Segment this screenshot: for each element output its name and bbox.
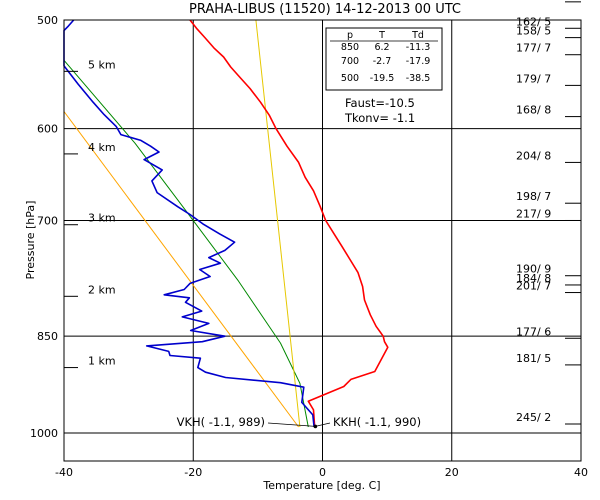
vkh-label: VKH( -1.1, 989) xyxy=(177,415,265,429)
wind-label: 198/ 7 xyxy=(516,190,551,203)
table-cell: -2.7 xyxy=(373,56,392,67)
height-label: 5 km xyxy=(88,58,116,71)
table-header: p xyxy=(347,30,353,41)
table-header: Td xyxy=(411,30,424,41)
table-cell: 500 xyxy=(341,73,359,84)
chart-title: PRAHA-LIBUS (11520) 14-12-2013 00 UTC xyxy=(189,2,461,17)
y-tick-label: 500 xyxy=(37,14,58,27)
wind-label: 181/ 5 xyxy=(516,352,551,365)
temperature-line xyxy=(189,19,389,428)
table-cell: -19.5 xyxy=(370,73,395,84)
y-tick-label: 1000 xyxy=(30,427,58,440)
wind-label: 201/ 6 xyxy=(516,0,551,2)
wind-label: 190/ 9 xyxy=(516,263,551,276)
table-cell: -17.9 xyxy=(406,56,431,67)
wind-label: 177/ 6 xyxy=(516,325,551,338)
x-tick-label: 40 xyxy=(574,466,588,479)
kkh-label: KKH( -1.1, 990) xyxy=(333,415,421,429)
tkonv-index: Tkonv= -1.1 xyxy=(344,111,415,125)
level-table: p T Td 850 6.2 -11.3 700 -2.7 -17.9 500 -19.5 -38.5 xyxy=(325,27,443,91)
wind-label: 217/ 9 xyxy=(516,207,551,220)
height-label: 4 km xyxy=(88,141,116,154)
x-axis-label: Temperature [deg. C] xyxy=(262,479,380,492)
x-tick-label: 0 xyxy=(319,466,326,479)
kkh-leader xyxy=(315,422,331,427)
wind-label: 179/ 7 xyxy=(516,72,551,85)
level-table-box xyxy=(325,27,443,91)
x-tick-label: -20 xyxy=(184,466,202,479)
x-tick-labels: -40 -20 0 20 40 xyxy=(55,466,588,479)
condensation-marker xyxy=(313,424,318,429)
y-tick-label: 850 xyxy=(37,330,58,343)
table-cell: 850 xyxy=(341,42,359,53)
wind-label: 162/ 5 xyxy=(516,15,551,28)
guide-lines xyxy=(63,19,309,428)
dewpoint-line xyxy=(63,19,315,428)
profile-lines xyxy=(63,19,389,428)
vkh-leader xyxy=(267,422,316,427)
wind-label: 184/ 8 xyxy=(516,272,551,285)
wind-label: 245/ 2 xyxy=(516,411,551,424)
y-tick-label: 700 xyxy=(37,214,58,227)
table-cell: 700 xyxy=(341,56,359,67)
faust-index: Faust=-10.5 xyxy=(345,96,415,110)
y-tick-labels: 500 600 700 850 1000 xyxy=(30,14,58,440)
height-labels: 5 km 4 km 3 km 2 km 1 km xyxy=(64,58,116,369)
wind-label: 201/ 7 xyxy=(516,280,551,293)
wind-label: 158/ 5 xyxy=(516,25,551,38)
mixing-ratio-line xyxy=(255,19,301,428)
height-label: 1 km xyxy=(88,355,116,368)
wind-label: 204/ 8 xyxy=(516,149,551,162)
x-tick-label: 20 xyxy=(445,466,459,479)
table-cell: 6.2 xyxy=(374,42,389,53)
annotations: VKH( -1.1, 989) KKH( -1.1, 990) xyxy=(177,415,421,429)
y-axis-label: Pressure [hPa] xyxy=(24,201,37,280)
wind-label: 168/ 8 xyxy=(516,104,551,117)
height-label: 2 km xyxy=(88,283,116,296)
plot-frame xyxy=(63,19,582,462)
table-header: T xyxy=(378,30,385,41)
moist-adiabat-line xyxy=(63,59,309,428)
table-cell: -38.5 xyxy=(406,73,431,84)
table-cell: -11.3 xyxy=(406,42,431,53)
y-tick-label: 600 xyxy=(37,123,58,136)
dry-adiabat-line xyxy=(63,111,300,428)
height-label: 3 km xyxy=(88,212,116,225)
x-tick-label: -40 xyxy=(55,466,73,479)
wind-label: 177/ 7 xyxy=(516,42,551,55)
